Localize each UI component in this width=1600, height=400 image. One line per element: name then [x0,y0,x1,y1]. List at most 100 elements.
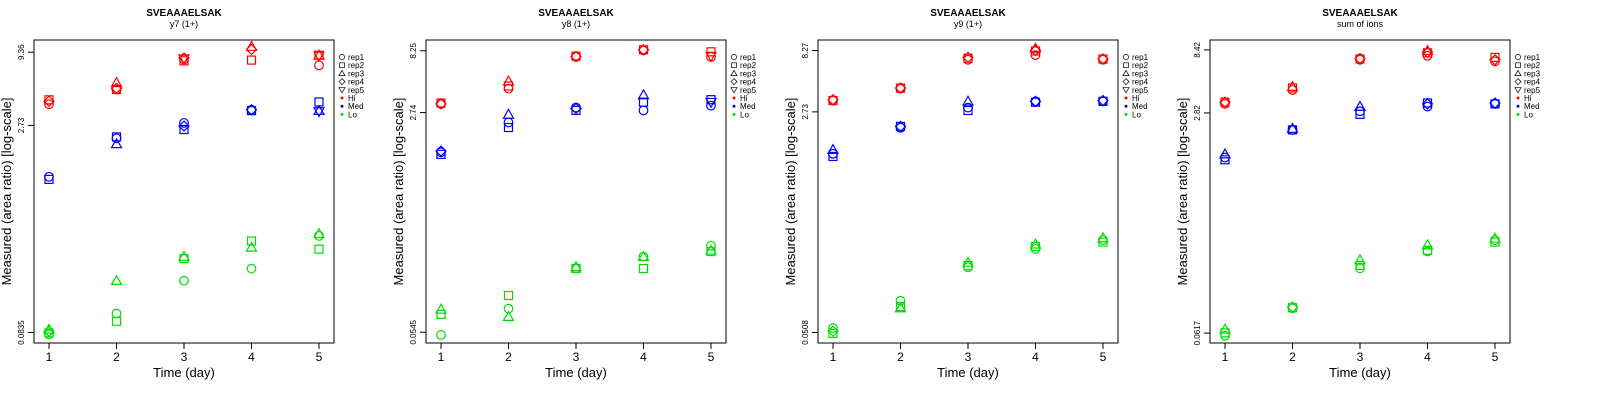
legend-dot-lo [732,112,736,116]
data-point-hi-rep3 [110,76,123,88]
legend-label-rep4: rep4 [740,78,757,87]
data-point-med-rep2 [503,122,514,133]
y-axis-label: Measured (area ratio) [log-scale] [391,98,406,286]
x-tick-label: 5 [1492,350,1499,364]
legend-dot-hi [1124,96,1128,100]
x-tick-label: 2 [897,350,904,364]
legend-marker-rep3 [1514,69,1522,77]
data-point-lo-rep2 [314,244,324,254]
data-point-lo-rep2 [828,328,838,338]
data-point-hi-rep4 [1097,53,1109,65]
data-point-med-rep3 [312,104,326,116]
data-point-hi-rep5 [704,51,718,63]
data-point-hi-rep4 [43,95,55,108]
legend-label-rep2: rep2 [348,61,365,70]
data-point-lo-rep2 [1355,260,1365,270]
y-tick-label: 0.0617 [1193,320,1202,345]
data-point-hi-rep4 [435,98,447,110]
data-point-hi-rep4 [637,43,650,56]
data-point-lo-rep3 [1421,238,1434,250]
legend-marker-rep1 [731,54,737,60]
x-tick-label: 4 [1032,350,1039,364]
legend-label-hi: Hi [1132,94,1140,103]
legend-marker-rep4 [338,78,346,86]
data-point-hi-rep3 [245,40,258,51]
legend-dot-hi [340,96,344,100]
x-tick-label: 3 [181,350,188,364]
data-point-med-rep2 [828,151,838,162]
data-point-hi-rep2 [1490,52,1500,62]
legend-marker-rep2 [731,62,737,68]
data-point-lo-rep3 [704,244,718,255]
chart-title: SVEAAAELSAK [146,8,222,19]
plot-frame [425,39,727,344]
data-point-med-rep1 [503,117,514,128]
data-point-med-rep4 [1421,98,1434,110]
legend-dot-lo [1516,112,1520,116]
chart-subtitle: y7 (1+) [170,19,198,29]
chart-title: SVEAAAELSAK [1322,8,1398,19]
data-point-hi-rep4 [110,82,123,95]
data-point-hi-rep5 [177,54,191,65]
data-point-lo-rep3 [1353,253,1367,265]
legend-label-rep5: rep5 [740,86,757,95]
legend-label-rep1: rep1 [1132,53,1149,62]
data-point-med-rep4 [178,120,190,132]
legend-label-rep1: rep1 [348,53,365,62]
legend-label-rep2: rep2 [740,61,757,70]
data-point-lo-rep2 [436,309,446,319]
y-axis-label: Measured (area ratio) [log-scale] [1175,98,1190,286]
data-point-hi-rep4 [894,82,907,94]
data-point-hi-rep2 [503,81,514,91]
legend-dot-med [340,104,344,108]
x-axis-label: Time (day) [153,365,215,380]
data-point-lo-rep1 [895,295,906,306]
legend-label-rep5: rep5 [1132,86,1149,95]
data-point-med-rep2 [179,124,189,135]
x-tick-label: 1 [1222,350,1229,364]
data-point-lo-rep1 [246,263,257,274]
data-point-med-rep3 [637,88,650,100]
data-point-lo-rep1 [963,262,973,273]
legend-label-hi: Hi [740,94,748,103]
data-point-lo-rep1 [503,303,514,314]
legend-marker-rep2 [1515,62,1521,68]
legend-label-rep1: rep1 [1524,53,1541,62]
data-point-hi-rep3 [312,49,326,60]
data-point-lo-rep1 [314,230,324,241]
legend-label-rep5: rep5 [1524,86,1541,95]
y-axis-label: Measured (area ratio) [log-scale] [0,98,14,286]
x-axis-label: Time (day) [1329,365,1391,380]
y-tick-label: 8.27 [801,42,810,58]
data-point-hi-rep4 [570,50,582,63]
y-tick-label: 0.0508 [801,320,810,345]
data-point-lo-rep1 [706,240,716,251]
data-point-hi-rep2 [1220,97,1230,107]
data-point-lo-rep3 [1029,238,1042,249]
data-point-med-rep4 [894,120,907,133]
data-point-hi-rep4 [245,43,258,56]
legend-marker-rep2 [1123,62,1129,68]
x-tick-label: 4 [1424,350,1431,364]
x-tick-label: 1 [438,350,445,364]
legend-dot-hi [1516,96,1520,100]
x-tick-label: 1 [46,350,53,364]
legend-marker-rep4 [1514,78,1522,86]
data-point-lo-rep2 [1422,245,1433,255]
data-point-med-rep2 [963,105,973,116]
legend-dot-med [732,104,736,108]
data-point-lo-rep1 [571,263,581,274]
x-tick-label: 5 [316,350,323,364]
data-point-med-rep5 [312,107,326,118]
legend-label-hi: Hi [1524,94,1532,103]
data-point-hi-rep2 [895,83,906,93]
y-tick-label: 8.25 [409,42,418,58]
legend-label-rep2: rep2 [1524,61,1541,70]
data-point-hi-rep2 [1098,54,1108,64]
data-point-lo-rep1 [1490,235,1500,246]
legend-marker-rep4 [1122,78,1130,86]
legend-label-lo: Lo [348,110,357,119]
x-tick-label: 2 [505,350,512,364]
legend-label-lo: Lo [740,110,749,119]
